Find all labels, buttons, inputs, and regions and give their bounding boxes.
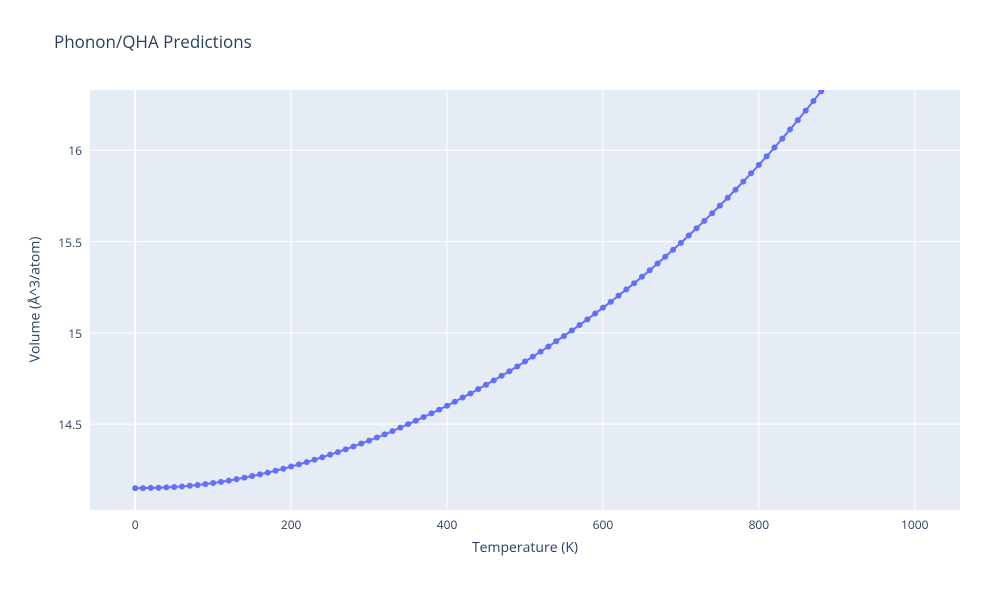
y-tick-label: 15.5	[58, 234, 82, 251]
y-tick-label: 16	[68, 142, 82, 159]
chart-title: Phonon/QHA Predictions	[54, 30, 252, 53]
x-tick-label: 1000	[895, 516, 935, 533]
x-tick-label: 800	[739, 516, 779, 533]
x-tick-label: 400	[427, 516, 467, 533]
chart-container: Phonon/QHA Predictions Temperature (K) V…	[0, 0, 1000, 600]
x-tick-label: 0	[115, 516, 155, 533]
x-tick-label: 600	[583, 516, 623, 533]
y-axis-label: Volume (Å^3/atom)	[26, 90, 45, 510]
x-axis-label: Temperature (K)	[90, 538, 960, 557]
y-tick-label: 15	[68, 325, 82, 342]
plot-area[interactable]	[90, 90, 960, 510]
y-tick-label: 14.5	[58, 416, 82, 433]
x-tick-label: 200	[271, 516, 311, 533]
